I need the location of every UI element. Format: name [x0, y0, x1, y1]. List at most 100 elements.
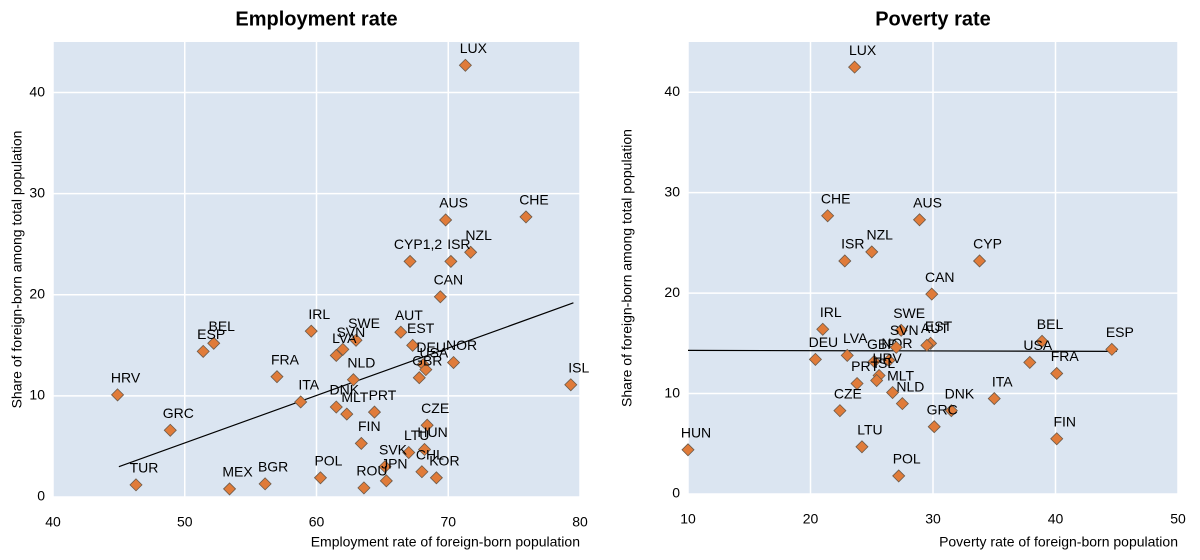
point-label: SWE — [348, 315, 380, 331]
point — [110, 388, 125, 402]
point — [439, 213, 453, 227]
point-label: USA — [1023, 337, 1052, 353]
x-tick-label: 10 — [680, 511, 696, 527]
point — [681, 443, 695, 457]
point — [446, 355, 461, 370]
x-tick-label: 20 — [803, 511, 819, 527]
point-label: PRT — [369, 387, 397, 403]
point-label: NLD — [347, 354, 375, 370]
y-tick-label: 30 — [29, 184, 45, 200]
point-label: FRA — [271, 351, 300, 367]
point-label: GBR — [867, 336, 897, 352]
point — [349, 333, 363, 347]
point-label: FIN — [358, 418, 381, 434]
y-axis-label: Share of foreign-born among total popula… — [9, 131, 25, 409]
point — [865, 245, 879, 259]
point-label: LUX — [460, 40, 488, 56]
point-label: MLT — [341, 389, 368, 405]
point — [412, 371, 426, 385]
trend-line — [687, 349, 1117, 352]
point — [458, 58, 472, 72]
point-label: GRC — [927, 401, 958, 417]
point — [1105, 342, 1119, 356]
point-label: AUT — [921, 320, 949, 336]
point-label: FRA — [1051, 348, 1080, 364]
point — [912, 213, 927, 227]
point — [850, 376, 864, 391]
point — [870, 373, 884, 388]
point-label: NZL — [465, 227, 492, 243]
x-axis-label: Employment rate of foreign-born populati… — [311, 534, 580, 550]
point — [379, 474, 393, 488]
point-label: CHL — [416, 446, 444, 462]
point-label: SVK — [379, 441, 408, 457]
point — [129, 478, 143, 492]
point — [222, 482, 237, 496]
point-label: EST — [925, 318, 953, 334]
point — [833, 404, 847, 418]
point — [882, 353, 896, 367]
point — [433, 290, 447, 304]
x-tick-label: 80 — [572, 514, 588, 530]
point-label: HRV — [872, 350, 902, 366]
point — [270, 370, 284, 384]
point-label: BEL — [209, 318, 236, 334]
point — [840, 348, 854, 362]
point-label: ESP — [197, 326, 225, 342]
point-label: SVN — [890, 322, 919, 338]
chart-title: Poverty rate — [875, 8, 991, 30]
point-label: DNK — [945, 385, 975, 401]
trend-line — [118, 302, 574, 468]
point-label: BGR — [258, 459, 288, 475]
point — [444, 254, 458, 268]
y-tick-label: 20 — [29, 285, 45, 301]
y-tick-label: 20 — [664, 284, 680, 300]
y-tick-label: 10 — [664, 384, 680, 400]
point-label: MEX — [222, 464, 253, 480]
x-tick-label: 50 — [1170, 511, 1186, 527]
x-tick-label: 60 — [309, 514, 325, 530]
point — [867, 354, 881, 368]
point-label: ROU — [356, 463, 387, 479]
point-label: HUN — [681, 425, 711, 441]
point-label: BEL — [1037, 316, 1064, 332]
point-label: USA — [419, 344, 448, 360]
point-label: NOR — [446, 337, 477, 353]
point — [163, 423, 177, 437]
point — [378, 460, 392, 474]
point — [894, 323, 908, 337]
point — [304, 324, 318, 338]
point — [406, 338, 420, 352]
y-tick-label: 40 — [664, 83, 680, 99]
point-label: JPN — [381, 456, 407, 472]
point-label: IRL — [308, 306, 330, 322]
point-label: HRV — [111, 370, 141, 386]
point-label: FIN — [1053, 413, 1076, 429]
point — [429, 471, 443, 485]
point — [925, 287, 939, 301]
point-label: CAN — [434, 272, 464, 288]
point — [920, 338, 934, 352]
point — [848, 60, 862, 74]
point-label: AUT — [395, 307, 423, 323]
point — [895, 397, 909, 411]
point — [329, 400, 343, 414]
point — [1023, 355, 1037, 369]
point-label: ITA — [992, 373, 1013, 389]
point-label: SVN — [336, 324, 365, 340]
y-tick-label: 40 — [29, 83, 45, 99]
point — [419, 363, 433, 377]
point — [336, 342, 350, 356]
y-tick-label: 30 — [664, 183, 680, 199]
point-label: DEU — [416, 339, 446, 355]
point-label: CAN — [925, 269, 955, 285]
x-tick-label: 40 — [1048, 511, 1064, 527]
point — [816, 322, 830, 336]
point — [564, 378, 578, 392]
point-label: ITA — [298, 377, 319, 393]
point-label: AUS — [913, 194, 942, 210]
point-label: LVA — [843, 330, 868, 346]
point-label: ISL — [568, 359, 589, 375]
point — [886, 385, 900, 400]
